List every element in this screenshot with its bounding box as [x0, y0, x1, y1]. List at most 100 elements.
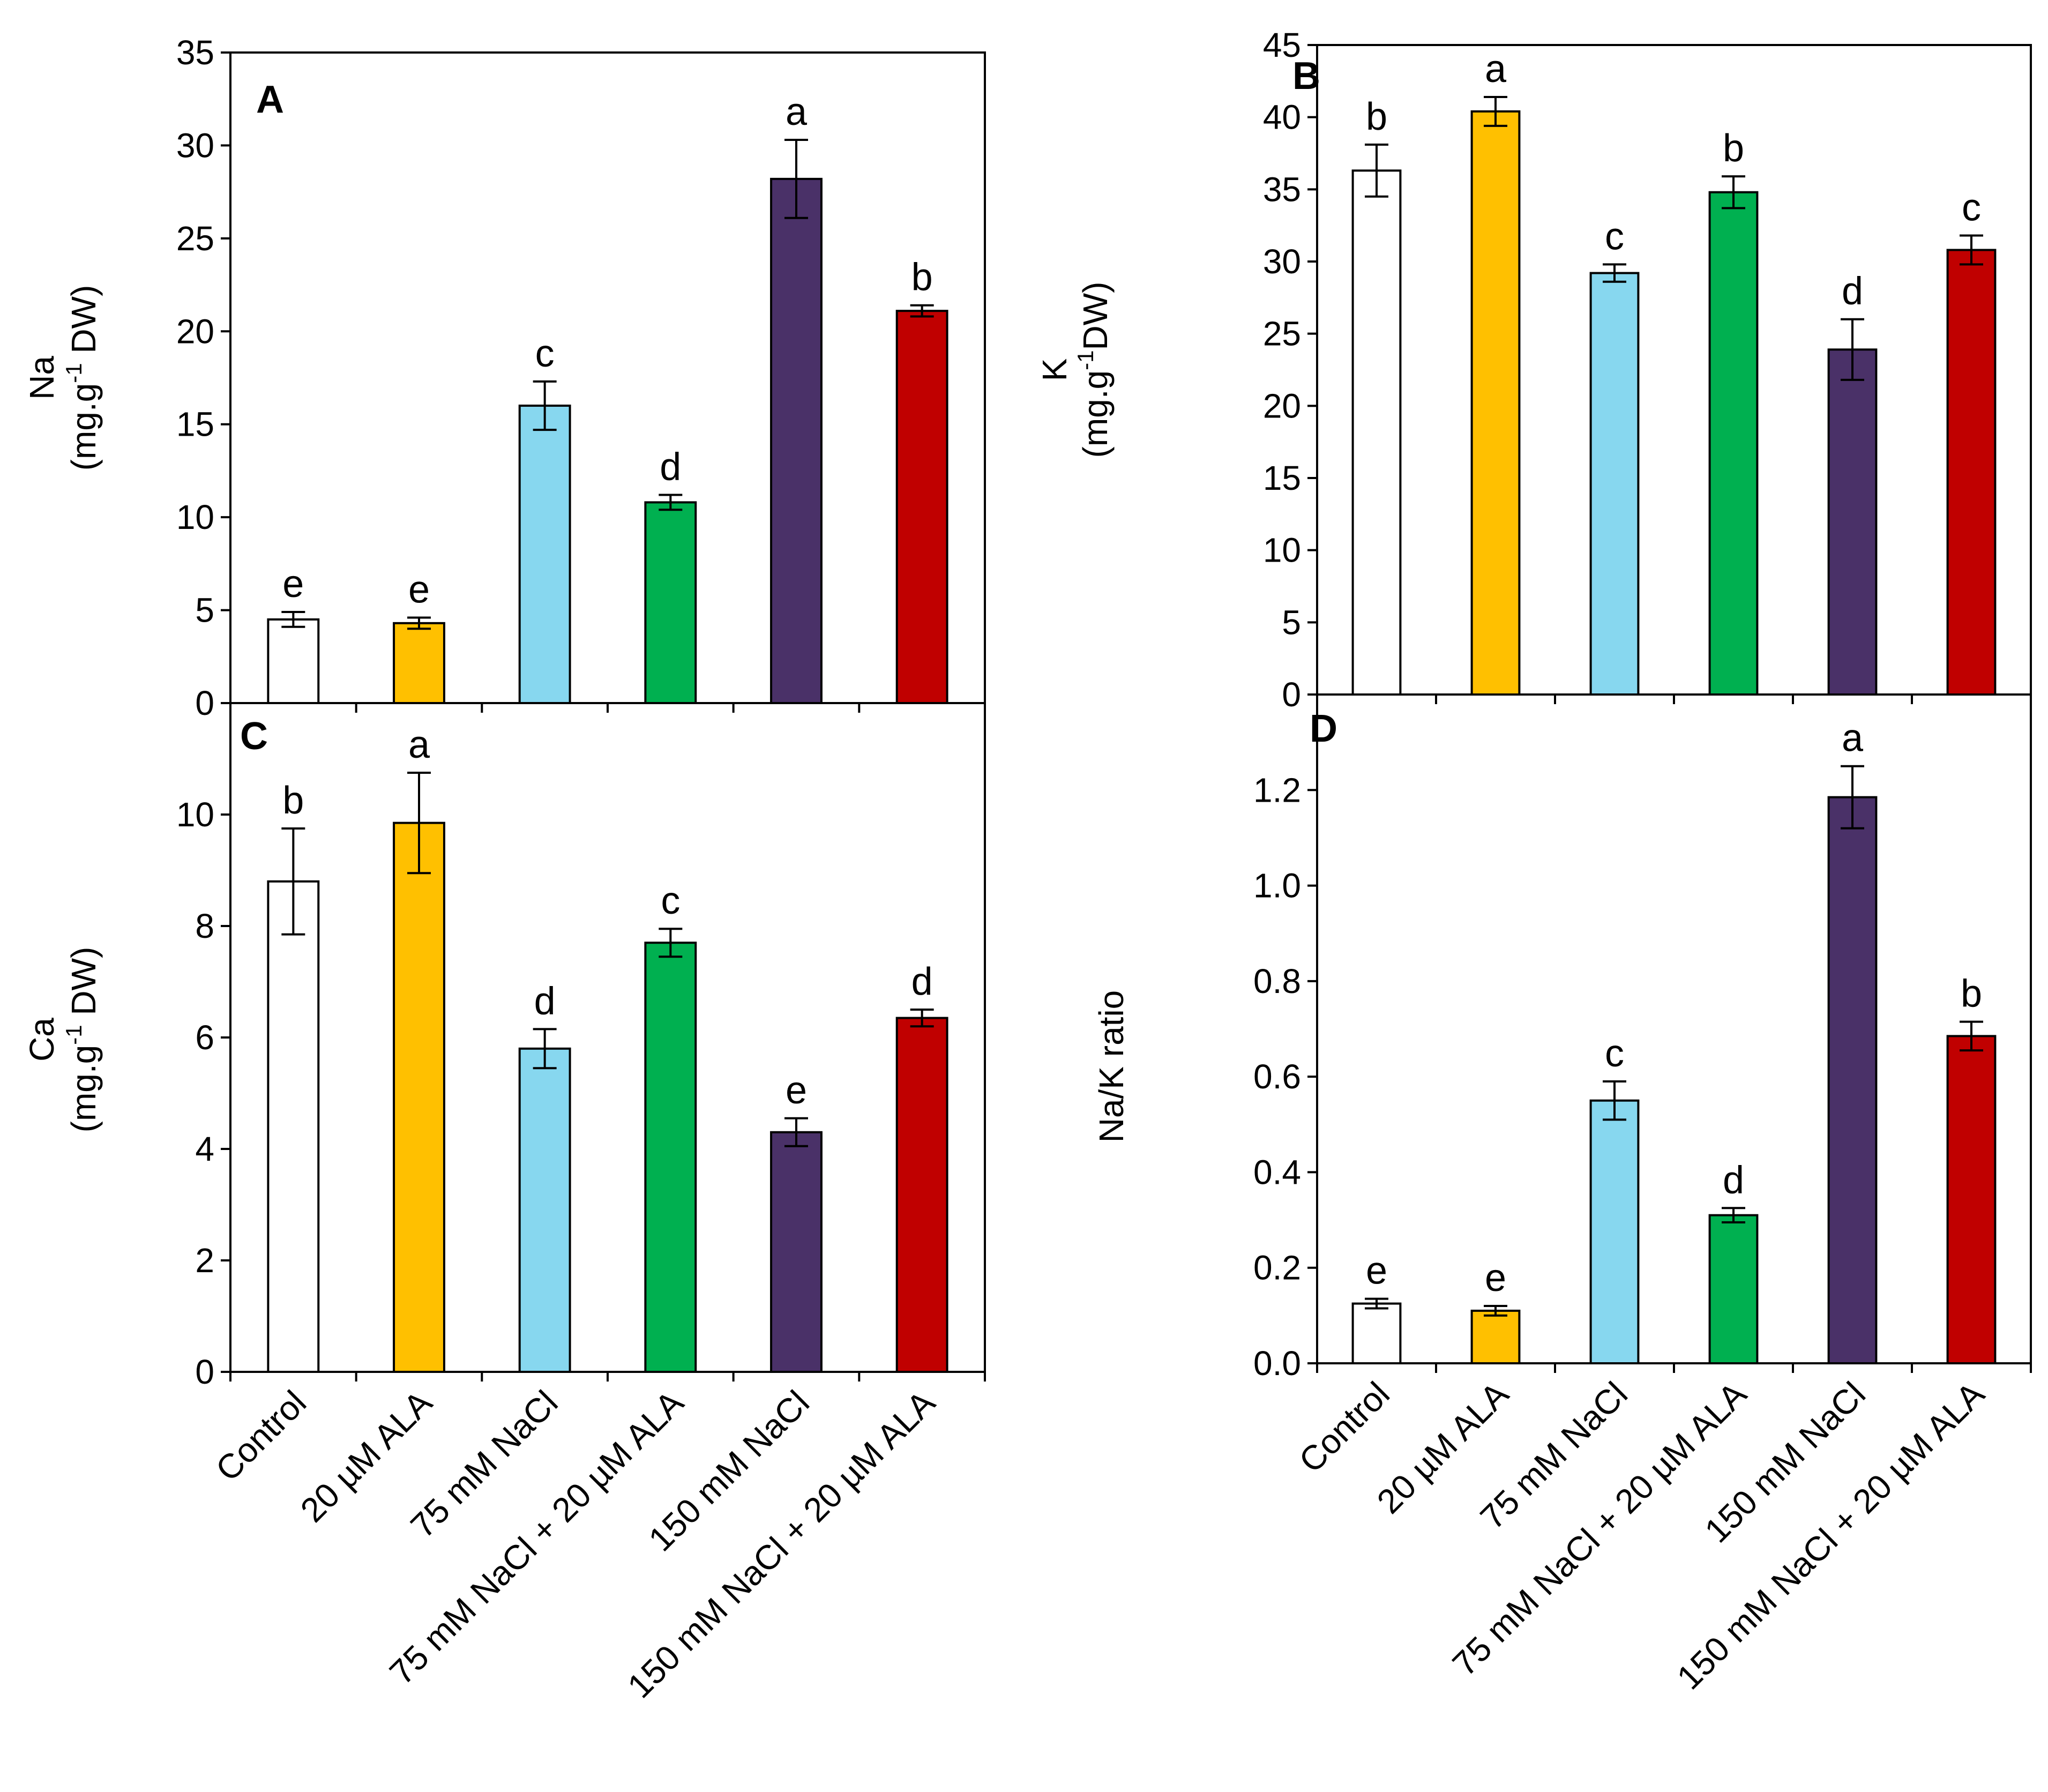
bar	[895, 310, 948, 704]
y-axis-unit-superscript: -1	[61, 363, 86, 383]
y-tick-label: 0	[195, 684, 214, 722]
y-tick-label: 0.6	[1253, 1057, 1301, 1096]
y-axis-unit-text: DW)	[64, 285, 103, 363]
bar	[1946, 1035, 1997, 1365]
significance-letter: b	[1723, 127, 1744, 170]
bar	[1946, 249, 1997, 696]
y-tick-label: 1.0	[1253, 867, 1301, 905]
y-tick-label: 10	[176, 795, 214, 834]
y-tick-label: 15	[1263, 459, 1301, 497]
bar	[1351, 1302, 1402, 1365]
significance-letter: e	[786, 1069, 807, 1112]
bar	[644, 942, 697, 1373]
bar	[770, 1131, 823, 1373]
bar	[267, 880, 320, 1373]
bar	[1470, 1309, 1521, 1365]
significance-letter: c	[1605, 1032, 1624, 1075]
bar	[1827, 796, 1878, 1364]
bar	[1470, 110, 1521, 696]
significance-letter: d	[534, 980, 556, 1022]
y-axis-label: Na	[23, 356, 61, 400]
bar	[518, 405, 571, 704]
y-tick-label: 4	[195, 1130, 214, 1168]
y-tick-label: 1.2	[1253, 771, 1301, 809]
significance-letter: e	[408, 568, 430, 611]
y-tick-label: 0.0	[1253, 1344, 1301, 1383]
significance-letter: a	[1842, 717, 1864, 760]
bar	[267, 618, 320, 705]
y-axis-unit-text: (mg.g	[64, 1045, 103, 1133]
y-tick-label: 0	[1282, 675, 1301, 714]
y-axis-unit-superscript: -1	[61, 1025, 86, 1044]
significance-letter: c	[535, 332, 555, 375]
significance-letter: b	[1961, 973, 1982, 1016]
y-axis-unit: (mg.g-1DW)	[1073, 282, 1115, 458]
y-axis-label: Ca	[23, 1018, 61, 1062]
y-tick-label: 0.8	[1253, 962, 1301, 1000]
y-axis-unit: (mg.g-1 DW)	[61, 947, 103, 1133]
y-axis-unit-text: (mg.g	[64, 383, 103, 471]
y-tick-label: 2	[195, 1241, 214, 1280]
significance-letter: c	[1962, 186, 1981, 229]
y-tick-label: 8	[195, 907, 214, 945]
bar	[1351, 169, 1402, 696]
significance-letter: d	[1842, 270, 1863, 313]
y-tick-label: 5	[1282, 603, 1301, 641]
bar	[393, 622, 445, 705]
bar	[1589, 1099, 1640, 1365]
bar	[518, 1047, 571, 1373]
y-tick-label: 0.4	[1253, 1153, 1301, 1191]
panel-a: 0 5 10 15 20 25 30 35 e e c d a b A Na(mg.g-1 DW)	[23, 33, 986, 722]
bar	[1827, 348, 1878, 696]
y-tick-label: 35	[176, 33, 214, 72]
significance-letter: e	[1485, 1257, 1506, 1300]
significance-letter: d	[911, 960, 933, 1003]
bar	[1708, 191, 1759, 696]
y-tick-label: 45	[1263, 26, 1301, 64]
y-tick-label: 10	[176, 498, 214, 536]
y-axis-unit-text: DW)	[1076, 282, 1115, 350]
y-tick-label: 10	[1263, 531, 1301, 570]
significance-letter: e	[282, 563, 304, 606]
y-axis-label: Na/K ratio	[1092, 990, 1131, 1143]
bar	[1589, 272, 1640, 696]
significance-letter: c	[1605, 215, 1624, 258]
panel-label: A	[256, 78, 284, 121]
bar	[393, 822, 445, 1373]
y-axis-unit-text: (mg.g	[1076, 370, 1115, 458]
y-tick-label: 5	[195, 591, 214, 630]
significance-letter: a	[408, 723, 430, 766]
y-tick-label: 35	[1263, 170, 1301, 208]
significance-letter: e	[1366, 1250, 1387, 1293]
significance-letter: a	[786, 91, 808, 133]
y-axis-unit-text: DW)	[64, 947, 103, 1025]
panel-label: D	[1310, 707, 1337, 750]
bar	[895, 1017, 948, 1373]
y-axis-unit-superscript: -1	[1073, 350, 1098, 370]
y-tick-label: 30	[176, 126, 214, 165]
panel-label: C	[240, 715, 268, 758]
bar	[770, 177, 823, 704]
y-tick-label: 30	[1263, 242, 1301, 281]
y-axis-unit: (mg.g-1 DW)	[61, 285, 103, 471]
y-tick-label: 25	[176, 219, 214, 258]
significance-letter: c	[661, 879, 680, 922]
y-tick-label: 40	[1263, 98, 1301, 137]
significance-letter: b	[282, 779, 304, 822]
bar	[1708, 1214, 1759, 1365]
significance-letter: b	[1366, 95, 1387, 138]
y-tick-label: 0.2	[1253, 1249, 1301, 1287]
y-tick-label: 6	[195, 1018, 214, 1057]
significance-letter: d	[660, 446, 681, 489]
y-tick-label: 25	[1263, 315, 1301, 353]
bar	[644, 501, 697, 704]
y-tick-label: 20	[176, 312, 214, 350]
y-axis-label: K	[1035, 359, 1074, 382]
significance-letter: a	[1485, 48, 1507, 91]
y-tick-label: 20	[1263, 386, 1301, 425]
y-tick-label: 0	[195, 1353, 214, 1391]
significance-letter: d	[1723, 1159, 1744, 1201]
significance-letter: b	[911, 256, 933, 299]
